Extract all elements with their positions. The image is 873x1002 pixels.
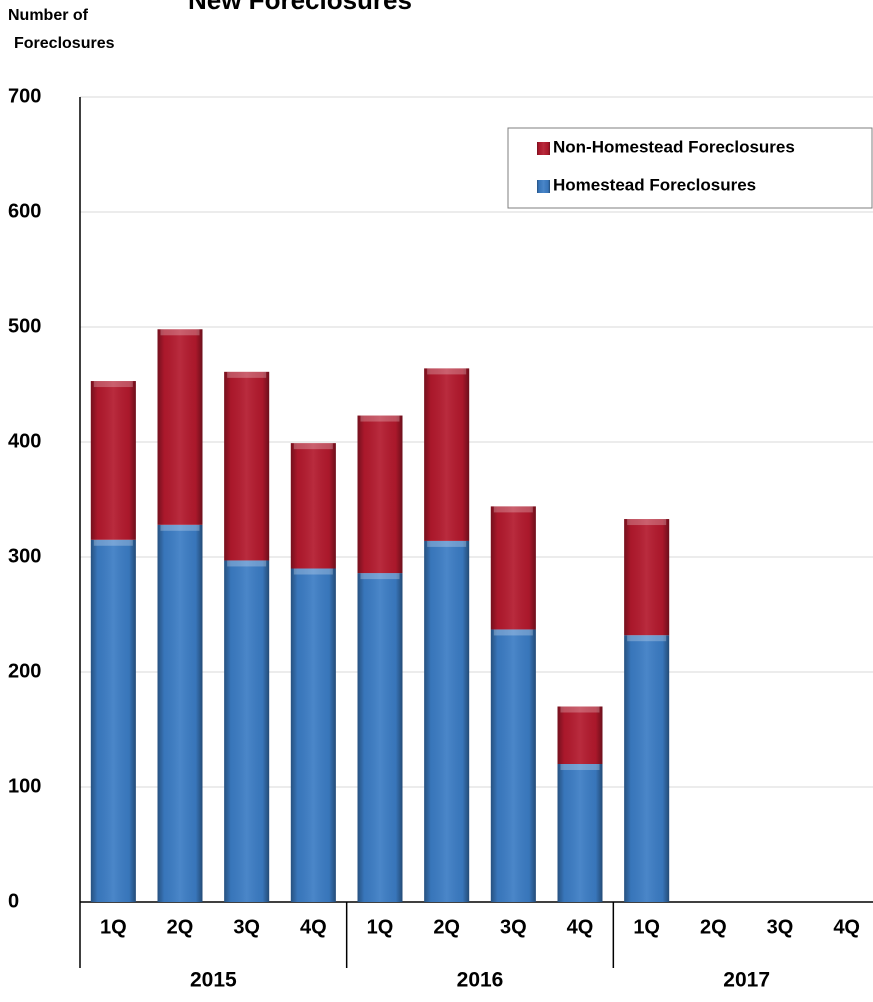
x-tick-label: 1Q (367, 916, 394, 938)
bar-shading (290, 568, 336, 902)
legend-swatch-shade (537, 180, 550, 193)
x-tick-label: 2Q (700, 916, 727, 938)
bar-cap (93, 381, 133, 388)
bar-shading (357, 573, 403, 902)
bar-cap (93, 539, 133, 546)
x-tick-label: 1Q (633, 916, 660, 938)
y-tick-label: 300 (8, 545, 41, 567)
legend-label: Non-Homestead Foreclosures (553, 137, 795, 156)
x-tick-label: 2Q (167, 916, 194, 938)
bar-cap (627, 519, 667, 526)
bar-cap (427, 368, 467, 375)
bar-shading (490, 506, 536, 630)
bar-shading (490, 629, 536, 902)
y-tick-label: 500 (8, 315, 41, 337)
legend-box (507, 127, 873, 209)
bar-cap (560, 764, 600, 770)
bar-cap (293, 568, 333, 575)
bar-shading (224, 371, 270, 561)
bar-cap (493, 506, 533, 513)
bar-cap (160, 524, 200, 531)
bar-cap (160, 329, 200, 336)
bar-shading (157, 329, 203, 525)
bar-shading (224, 560, 270, 902)
bar-cap (427, 540, 467, 547)
y-tick-label: 400 (8, 430, 41, 452)
x-tick-label: 1Q (100, 916, 127, 938)
bar-shading (90, 381, 136, 540)
bar-shading (624, 519, 670, 636)
bar-cap (227, 560, 267, 567)
x-tick-label: 3Q (233, 916, 260, 938)
bar-shading (357, 415, 403, 574)
bar-shading (157, 524, 203, 902)
y-axis-label: Foreclosures (14, 35, 115, 52)
legend-label: Homestead Foreclosures (553, 175, 756, 194)
x-tick-label: 3Q (767, 916, 794, 938)
y-tick-label: 0 (8, 890, 19, 912)
y-axis-label: Number of (8, 7, 89, 24)
bar-cap (360, 415, 400, 422)
y-tick-label: 200 (8, 660, 41, 682)
bar-cap (293, 443, 333, 450)
y-tick-label: 100 (8, 775, 41, 797)
bar-shading (557, 764, 603, 902)
year-label: 2015 (190, 969, 237, 992)
y-tick-label: 700 (8, 85, 41, 107)
legend-swatch-shade (537, 142, 550, 155)
y-tick-label: 600 (8, 200, 41, 222)
bar-cap (360, 573, 400, 580)
bar-shading (424, 540, 470, 902)
x-tick-label: 4Q (300, 916, 327, 938)
bar-cap (627, 635, 667, 642)
bar-shading (624, 635, 670, 902)
chart-title: New Foreclosures (188, 0, 412, 15)
bar-shading (90, 539, 136, 902)
bar-shading (424, 368, 470, 541)
x-tick-label: 4Q (567, 916, 594, 938)
bar-shading (557, 706, 603, 764)
x-tick-label: 4Q (833, 916, 860, 938)
x-tick-label: 2Q (433, 916, 460, 938)
bar-shading (290, 443, 336, 569)
year-label: 2017 (723, 969, 770, 992)
bar-cap (560, 706, 600, 713)
bar-cap (493, 629, 533, 636)
x-tick-label: 3Q (500, 916, 527, 938)
bar-cap (227, 371, 267, 378)
year-label: 2016 (457, 969, 504, 992)
